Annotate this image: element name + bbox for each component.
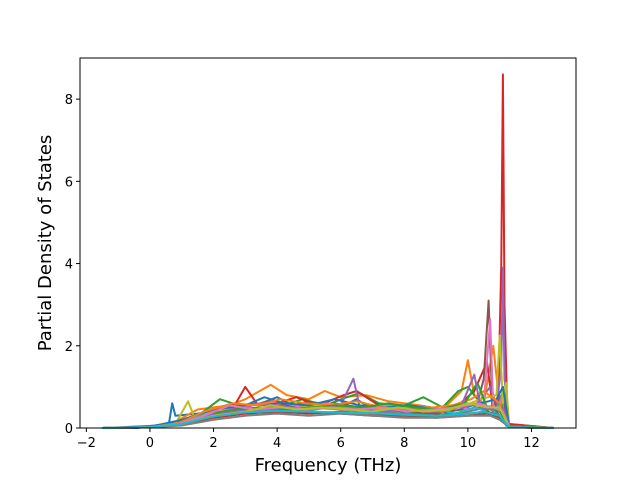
y-axis-ticks: 0 2 4 6 8 xyxy=(65,93,80,437)
series-line-15 xyxy=(102,373,554,429)
x-tick-label: 0 xyxy=(146,436,154,451)
y-tick-label: 6 xyxy=(65,175,73,190)
x-tick-label: 6 xyxy=(337,436,345,451)
x-tick-label: −2 xyxy=(77,436,96,451)
x-tick-label: 10 xyxy=(460,436,477,451)
y-tick-label: 8 xyxy=(65,93,73,108)
y-tick-label: 4 xyxy=(65,258,73,273)
y-axis-label: Partial Density of States xyxy=(35,135,56,352)
series-line-20 xyxy=(102,409,554,429)
y-tick-label: 2 xyxy=(65,340,73,355)
series-line-12 xyxy=(102,390,554,429)
x-tick-label: 8 xyxy=(400,436,408,451)
plot-frame xyxy=(79,57,577,429)
x-axis-ticks: −2 0 2 4 6 8 10 12 xyxy=(77,428,540,451)
x-tick-label: 12 xyxy=(523,436,540,451)
y-tick-label: 0 xyxy=(65,422,73,437)
x-tick-label: 2 xyxy=(209,436,217,451)
x-tick-label: 4 xyxy=(273,436,281,451)
series-line-18 xyxy=(102,412,554,429)
x-axis-label: Frequency (THz) xyxy=(255,455,402,476)
series-layer xyxy=(102,73,554,429)
